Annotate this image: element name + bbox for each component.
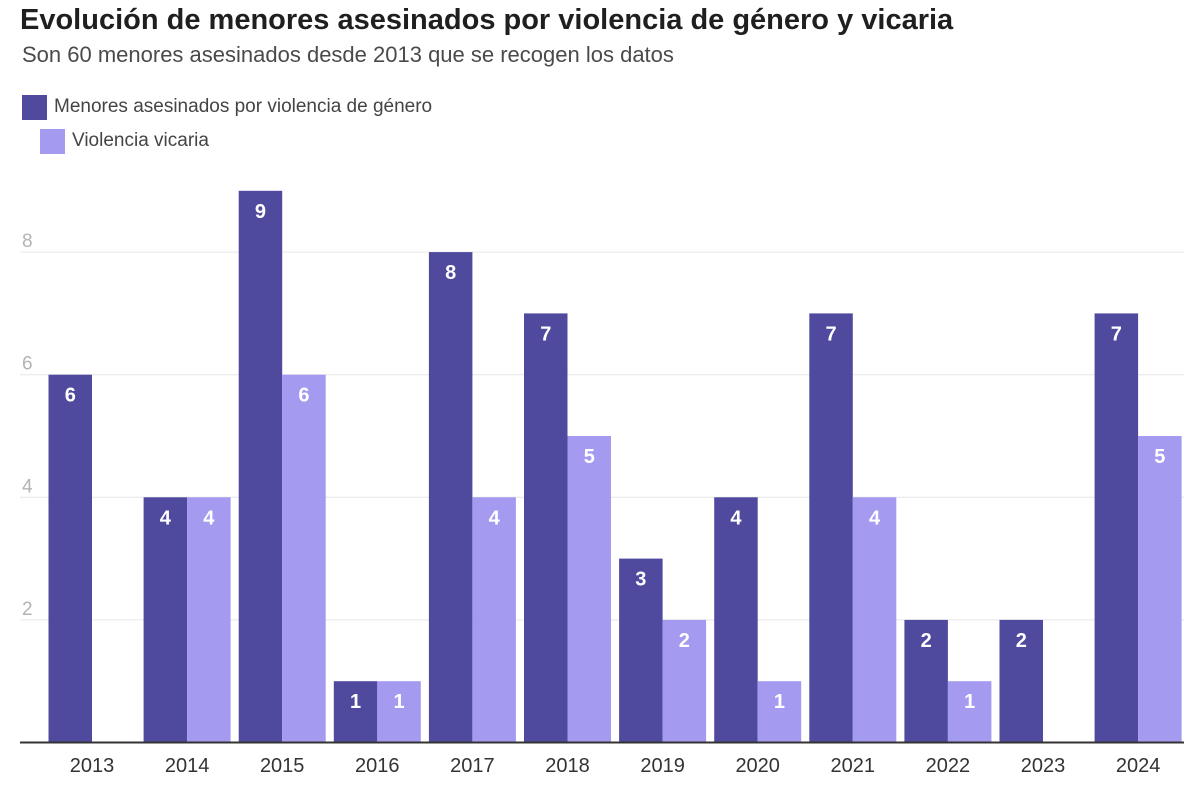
x-tick-label: 2019 (640, 755, 685, 777)
legend: Menores asesinados por violencia de géne… (22, 92, 432, 156)
data-label: 1 (774, 691, 785, 713)
chart-title: Evolución de menores asesinados por viol… (20, 4, 954, 36)
data-label: 7 (540, 323, 551, 345)
bar-genero-2018 (524, 313, 568, 743)
x-tick-label: 2013 (70, 755, 115, 777)
bar-genero-2015 (238, 190, 283, 743)
bar-vicaria-2021 (852, 497, 897, 743)
legend-item-vicaria: Violencia vicaria (40, 126, 432, 156)
bar-vicaria-2022 (947, 681, 992, 743)
x-tick-label: 2024 (1116, 755, 1161, 777)
bar-vicaria-2020 (757, 681, 802, 743)
bar-genero-2020 (714, 497, 758, 743)
bar-genero-2021 (809, 313, 853, 743)
data-label: 1 (964, 691, 975, 713)
y-tick-label: 8 (22, 231, 33, 252)
legend-swatch-vicaria (40, 128, 65, 154)
bar-vicaria-2014 (187, 497, 231, 743)
data-label: 2 (921, 630, 932, 652)
bar-genero-2023 (999, 619, 1043, 743)
data-label: 6 (298, 385, 309, 407)
data-label: 4 (730, 507, 742, 529)
x-tick-label: 2020 (735, 755, 780, 777)
y-tick-label: 4 (22, 476, 33, 497)
y-tick-label: 2 (22, 599, 33, 620)
x-tick-label: 2016 (355, 755, 400, 777)
data-label: 7 (1111, 323, 1122, 345)
x-tick-label: 2018 (545, 755, 590, 777)
legend-label-vicaria: Violencia vicaria (72, 130, 209, 151)
data-label: 3 (635, 569, 646, 591)
x-tick-label: 2015 (260, 755, 305, 777)
data-label: 4 (869, 507, 881, 529)
legend-label-genero: Menores asesinados por violencia de géne… (54, 96, 433, 117)
data-label: 1 (393, 691, 404, 713)
y-tick-label: 6 (22, 354, 33, 375)
bar-vicaria-2018 (567, 436, 611, 743)
data-label: 4 (489, 507, 501, 529)
data-label: 2 (679, 630, 690, 652)
bar-vicaria-2016 (377, 681, 421, 743)
x-tick-label: 2014 (165, 755, 210, 777)
chart-subtitle: Son 60 menores asesinados desde 2013 que… (22, 42, 674, 67)
bar-genero-2019 (619, 558, 663, 743)
data-label: 7 (825, 323, 836, 345)
data-label: 6 (65, 385, 76, 407)
x-tick-label: 2022 (926, 755, 971, 777)
bar-genero-2014 (143, 497, 188, 743)
data-label: 4 (203, 507, 215, 529)
x-tick-label: 2021 (831, 755, 876, 777)
bar-genero-2022 (904, 619, 948, 743)
bar-vicaria-2015 (282, 374, 326, 743)
data-label: 9 (255, 201, 266, 223)
legend-swatch-genero (22, 94, 47, 120)
bar-genero-2024 (1094, 313, 1139, 743)
bar-genero-2013 (48, 374, 92, 743)
data-label: 5 (1154, 446, 1165, 468)
x-tick-label: 2017 (450, 755, 495, 777)
data-label: 4 (160, 507, 172, 529)
bar-vicaria-2017 (472, 497, 516, 743)
bar-vicaria-2024 (1138, 436, 1182, 743)
data-label: 1 (350, 691, 361, 713)
data-label: 5 (584, 446, 595, 468)
bar-genero-2016 (333, 681, 378, 743)
legend-item-genero: Menores asesinados por violencia de géne… (22, 92, 432, 122)
data-label: 8 (445, 262, 456, 284)
bar-genero-2017 (428, 252, 473, 743)
bar-vicaria-2019 (662, 619, 707, 743)
x-tick-label: 2023 (1021, 755, 1066, 777)
data-label: 2 (1016, 630, 1027, 652)
